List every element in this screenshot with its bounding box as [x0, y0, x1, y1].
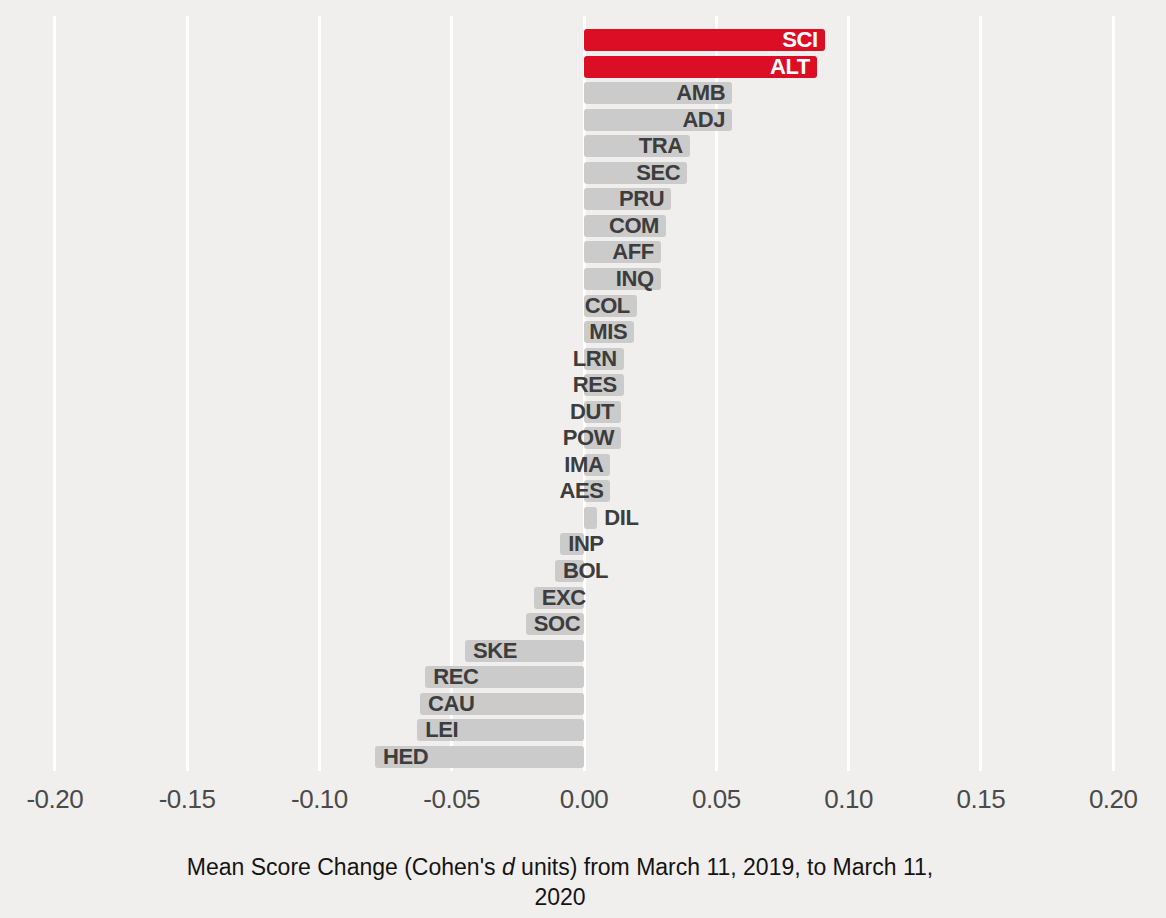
bar-label-SEC: SEC	[636, 161, 680, 183]
bar-label-HED: HED	[383, 745, 428, 767]
caption-line-2: 2020	[0, 882, 1120, 912]
mean-score-change-bar-chart: SCI ALT AMB ADJ TRA SEC PRU COM AFF INQ COL MIS LRN R…	[0, 0, 1166, 918]
bar-label-MIS: MIS	[589, 320, 627, 342]
gridline--0.15	[186, 16, 189, 771]
x-tick-label--0.15: -0.15	[159, 784, 216, 815]
bar-label-CAU: CAU	[428, 692, 474, 714]
bar-label-POW: POW	[563, 426, 614, 448]
x-tick-label--0.05: -0.05	[423, 784, 480, 815]
caption-text: units) from March 11, 2019, to March 11,	[515, 854, 933, 880]
gridline-0.10	[847, 16, 850, 771]
x-tick-label-0.15: 0.15	[957, 784, 1006, 815]
bar-label-ALT: ALT	[770, 55, 810, 77]
bar-label-EXC: EXC	[542, 586, 586, 608]
x-tick-label-0.20: 0.20	[1089, 784, 1138, 815]
bar-label-INQ: INQ	[616, 267, 654, 289]
bar-label-SOC: SOC	[534, 612, 580, 634]
x-tick-label-0.05: 0.05	[692, 784, 741, 815]
bar-label-SCI: SCI	[782, 28, 817, 50]
bar-DIL	[584, 507, 597, 529]
bar-label-COM: COM	[609, 214, 659, 236]
gridline--0.05	[450, 16, 453, 771]
x-tick-label--0.10: -0.10	[291, 784, 348, 815]
gridline-0.15	[979, 16, 982, 771]
bar-label-AES: AES	[559, 479, 603, 501]
bar-label-LEI: LEI	[425, 718, 458, 740]
bar-label-AFF: AFF	[612, 240, 654, 262]
x-tick-label-0.00: 0.00	[560, 784, 609, 815]
x-axis-caption: Mean Score Change (Cohen's d units) from…	[0, 852, 1120, 912]
gridline--0.20	[53, 16, 56, 771]
bar-label-BOL: BOL	[563, 559, 608, 581]
bar-label-LRN: LRN	[573, 347, 617, 369]
gridline--0.10	[318, 16, 321, 771]
bar-label-TRA: TRA	[639, 134, 683, 156]
bar-label-IMA: IMA	[564, 453, 603, 475]
bar-label-REC: REC	[433, 665, 478, 687]
bar-label-COL: COL	[585, 294, 630, 316]
caption-text: Mean Score Change (Cohen's	[187, 854, 502, 880]
bar-label-AMB: AMB	[676, 81, 725, 103]
x-tick-label--0.20: -0.20	[26, 784, 83, 815]
caption-italic-d: d	[502, 854, 515, 880]
bar-label-INP: INP	[568, 532, 603, 554]
gridline-0.20	[1112, 16, 1115, 771]
bar-label-RES: RES	[573, 373, 617, 395]
bar-label-ADJ: ADJ	[682, 108, 725, 130]
caption-line-1: Mean Score Change (Cohen's d units) from…	[0, 852, 1120, 882]
x-tick-label-0.10: 0.10	[824, 784, 873, 815]
bar-label-DUT: DUT	[570, 400, 614, 422]
bar-label-DIL: DIL	[604, 506, 638, 528]
bar-label-PRU: PRU	[619, 187, 664, 209]
bar-label-SKE: SKE	[473, 639, 517, 661]
